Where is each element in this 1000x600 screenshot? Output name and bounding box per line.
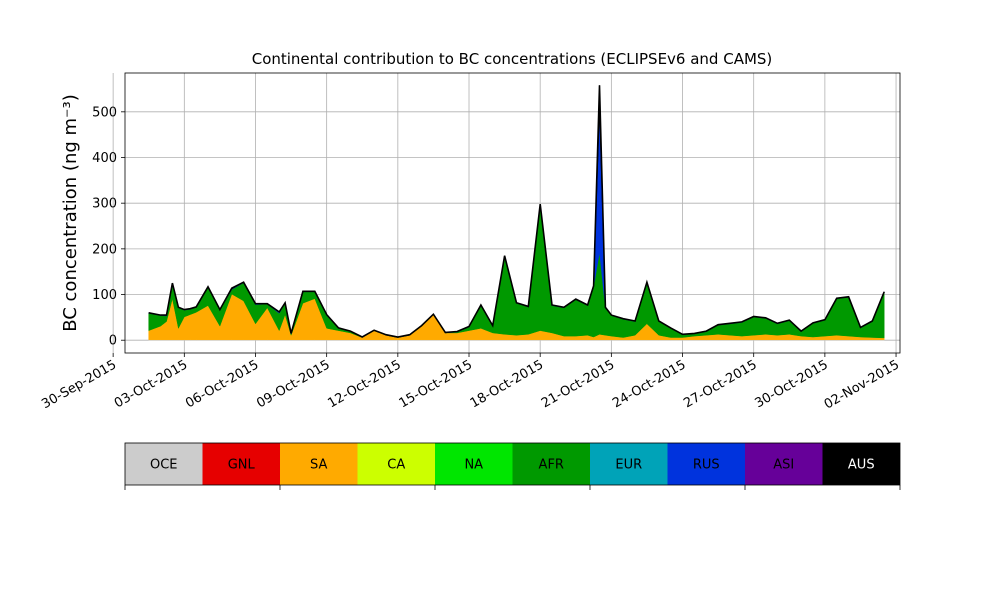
legend-label: RUS bbox=[693, 458, 720, 473]
x-tick-label: 09-Oct-2015 bbox=[254, 357, 332, 411]
legend-swatch-gnl bbox=[202, 443, 280, 485]
legend-label: AFR bbox=[539, 458, 564, 473]
y-tick-label: 400 bbox=[92, 151, 117, 166]
legend-label: ASI bbox=[773, 458, 794, 473]
legend-swatch-aus bbox=[822, 443, 900, 485]
legend-label: GNL bbox=[228, 458, 256, 473]
legend-swatch-ca bbox=[357, 443, 435, 485]
legend-frame bbox=[124, 442, 901, 486]
legend-label: OCE bbox=[150, 458, 178, 473]
y-tick-label: 500 bbox=[92, 105, 117, 120]
x-tick-label: 15-Oct-2015 bbox=[397, 357, 475, 411]
x-tick-label: 30-Sep-2015 bbox=[39, 357, 119, 412]
legend-swatch-rus bbox=[667, 443, 745, 485]
y-axis-label: BC concentration (ng m⁻³) bbox=[60, 94, 81, 332]
y-tick-label: 0 bbox=[109, 334, 117, 349]
chart-title: Continental contribution to BC concentra… bbox=[252, 50, 773, 68]
y-axis-ticks: 0 100 200 300 400 500 bbox=[92, 105, 125, 349]
x-axis-ticks: 30-Sep-201503-Oct-201506-Oct-201509-Oct-… bbox=[39, 353, 902, 412]
legend-label: AUS bbox=[848, 458, 875, 473]
x-tick-label: 03-Oct-2015 bbox=[112, 357, 190, 411]
x-tick-label: 02-Nov-2015 bbox=[822, 357, 902, 412]
x-tick-label: 06-Oct-2015 bbox=[183, 357, 261, 411]
legend-swatch-eur bbox=[590, 443, 668, 485]
legend-label: SA bbox=[310, 458, 327, 473]
plot-frame bbox=[124, 72, 901, 354]
y-tick-label: 200 bbox=[92, 242, 117, 257]
x-tick-label: 24-Oct-2015 bbox=[610, 357, 688, 411]
legend-swatch-sa bbox=[280, 443, 358, 485]
x-tick-label: 18-Oct-2015 bbox=[468, 357, 546, 411]
x-tick-label: 30-Oct-2015 bbox=[752, 357, 830, 411]
y-tick-label: 100 bbox=[92, 288, 117, 303]
color-legend: OCE GNL SA CA NA AFR EUR RUS ASI AUS bbox=[124, 442, 901, 490]
legend-swatch-na bbox=[435, 443, 513, 485]
legend-label: CA bbox=[387, 458, 405, 473]
total-outline bbox=[148, 85, 885, 338]
x-tick-label: 21-Oct-2015 bbox=[539, 357, 617, 411]
legend-swatch-afr bbox=[512, 443, 590, 485]
x-tick-label: 12-Oct-2015 bbox=[325, 357, 403, 411]
legend-label: NA bbox=[464, 458, 483, 473]
legend-swatch-asi bbox=[745, 443, 823, 485]
y-tick-label: 300 bbox=[92, 197, 117, 212]
x-tick-label: 27-Oct-2015 bbox=[681, 357, 759, 411]
legend-label: EUR bbox=[615, 458, 642, 473]
legend-swatch-oce bbox=[125, 443, 203, 485]
